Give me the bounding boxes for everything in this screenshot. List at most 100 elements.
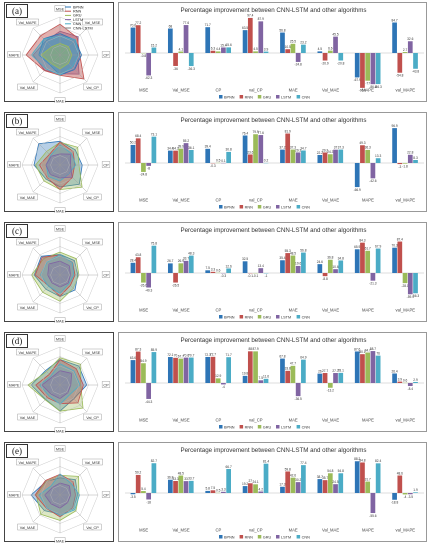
bar-bpnn: [354, 351, 360, 383]
bar-value-label: -3.5: [130, 495, 136, 499]
bar-value-label: 85.9: [151, 348, 157, 352]
legend-label: BPNN: [73, 5, 84, 9]
bar-cnn: [301, 150, 306, 163]
radar-axis-line: [59, 54, 88, 83]
bar-value-label: 36.1: [188, 146, 194, 150]
radar-axis-label-box: [82, 128, 103, 136]
bar-rnn: [285, 471, 291, 493]
bar-bpnn: [242, 375, 248, 383]
category-label: MAE: [289, 308, 298, 313]
radar-axis-line: [32, 384, 61, 413]
bar-value-label: 56.8: [300, 248, 306, 252]
bar-bpnn: [130, 262, 136, 273]
bar-bpnn: [130, 27, 136, 53]
bar-value-label: 50.2: [135, 471, 141, 475]
category-label: val_MAPE: [396, 528, 416, 533]
radar-axis-label: Val_MAPE: [18, 241, 37, 245]
category-label: Val_MSE: [172, 528, 189, 533]
bar-lstm: [407, 383, 413, 387]
bar-bpnn: [317, 51, 323, 53]
bar-value-label: -86.6: [369, 85, 376, 89]
bar-lstm: [333, 269, 338, 273]
category-label: CP: [216, 88, 222, 93]
bar-value-label: 63.5: [242, 26, 248, 30]
panel-label: (c): [6, 224, 28, 238]
bar-value-label: -1.8: [402, 164, 408, 168]
legend-label: CNN: [302, 205, 310, 209]
legend-label: BPNN: [224, 205, 235, 209]
radar-axis-label-box: [16, 128, 39, 136]
bar-cnn: [226, 47, 231, 53]
bar-value-label: 15.2: [151, 43, 157, 47]
bar-rnn: [173, 150, 178, 163]
radar-axis-label-box: [101, 51, 111, 58]
bar-rnn: [322, 273, 328, 277]
radar-axis-label: MAPE: [9, 494, 20, 498]
bar-cnn: [263, 378, 269, 383]
chart-title: Percentage improvement between CNN-LSTM …: [180, 7, 366, 14]
radar-axis-line: [32, 137, 61, 166]
bar-value-label: 33.8: [285, 367, 291, 371]
radar-axis-label-box: [101, 491, 111, 498]
legend-swatch: [257, 205, 262, 209]
category-label: MAE: [289, 418, 298, 423]
bar-value-label: 0.6: [403, 379, 408, 383]
bar-value-label: 88.7: [370, 347, 376, 351]
bar-cnn: [375, 248, 381, 273]
bar-cnn: [338, 260, 344, 273]
bar-bpnn: [392, 128, 397, 163]
category-label: CP: [216, 198, 222, 203]
bar-value-label: -3: [398, 165, 401, 169]
bar-rnn: [135, 257, 141, 273]
radar-axis-label: MAE: [56, 210, 65, 214]
bar-lstm: [370, 163, 376, 179]
bar-cnn: [338, 53, 344, 61]
radar-axis-label: Val_CP: [86, 416, 99, 420]
legend-swatch: [239, 315, 244, 319]
bar-lstm: [183, 260, 189, 273]
bar-value-label: 50.2: [130, 141, 136, 145]
bar-cnn: [151, 136, 157, 163]
radar-axis-label-box: [82, 348, 103, 356]
bar-value-label: 48.5: [290, 251, 296, 255]
category-label: MAPE: [362, 88, 374, 93]
panel-row: MSE Val_MSE CP Val_CP MAE Val_MAE MAPE Val_MAPE…: [0, 330, 431, 438]
bar-cnn: [338, 372, 344, 383]
legend-label: RNN: [245, 95, 253, 99]
bar-value-label: -8.8: [322, 277, 328, 281]
bar-rnn: [397, 241, 403, 273]
bar-rnn: [285, 253, 291, 273]
bar-bpnn: [242, 261, 248, 273]
legend-label: LSTM: [281, 425, 291, 429]
bar-gru: [402, 52, 408, 53]
bar-chart: Percentage improvement between CNN-LSTM …: [118, 442, 427, 542]
bar-value-label: 11.6: [263, 375, 269, 379]
bar-rnn: [397, 163, 403, 165]
legend-label: LSTM: [281, 205, 291, 209]
radar-axis-label-box: [16, 238, 39, 246]
bar-lstm: [407, 41, 413, 53]
bar-rnn: [322, 53, 328, 61]
bar-lstm: [183, 143, 189, 163]
bar-value-label: 48.6: [397, 471, 403, 475]
bar-value-label: 33.7: [188, 477, 194, 481]
bar-value-label: 36.8: [167, 476, 173, 480]
bar-lstm: [146, 383, 152, 399]
bar-value-label: 82.4: [375, 459, 381, 463]
category-label: CP: [216, 528, 222, 533]
bar-value-label: 49.3: [359, 141, 365, 145]
radar-chart: MSE Val_MSE CP Val_CP MAE Val_MAE MAPE Val_MAPE…: [4, 2, 114, 103]
bar-lstm: [146, 53, 152, 76]
bar-cnn: [413, 492, 418, 493]
bar-cnn: [226, 357, 231, 383]
bar-value-label: -86.3: [375, 85, 382, 89]
bar-bpnn: [242, 30, 248, 53]
bar-cnn: [151, 352, 157, 383]
bar-cnn: [188, 480, 194, 493]
legend-swatch: [219, 315, 223, 319]
bar-lstm: [295, 265, 301, 273]
bar-lstm: [333, 36, 338, 53]
legend-label: RNN: [245, 535, 253, 539]
bar-value-label: 6.6: [328, 46, 333, 50]
legend-swatch: [219, 205, 223, 209]
